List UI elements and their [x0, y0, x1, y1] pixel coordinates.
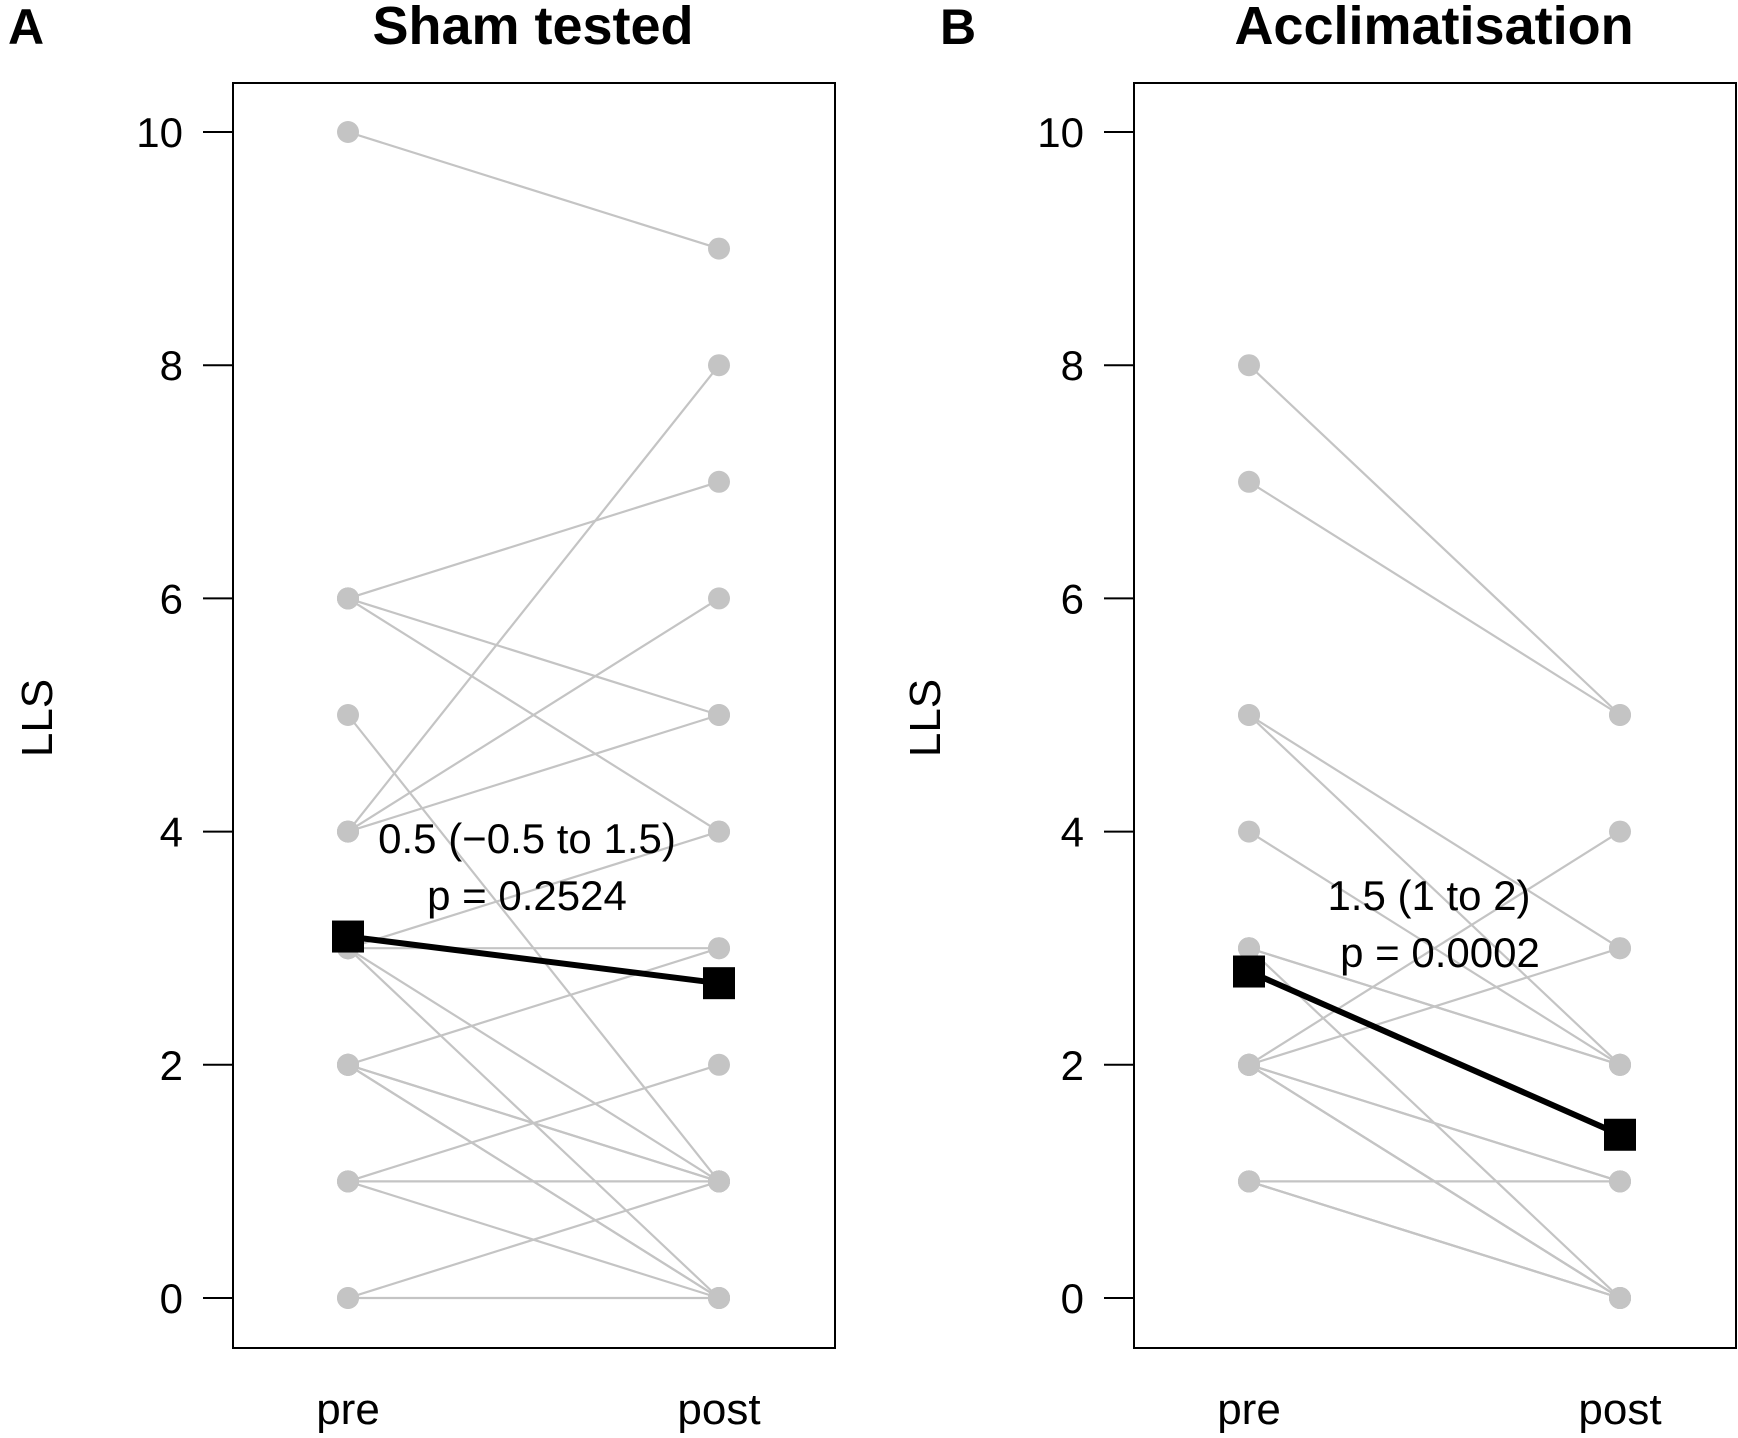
individual-point — [708, 1287, 730, 1309]
individual-point — [1238, 1170, 1260, 1193]
individual-point — [708, 704, 730, 726]
individual-point — [708, 470, 730, 493]
individual-line — [1248, 1180, 1621, 1300]
panel-b: B Acclimatisation LLS 0 2 4 6 8 10 pre post 1… — [901, 0, 1737, 1434]
individual-line — [347, 830, 720, 950]
x-tick-label-post: post — [677, 1385, 760, 1434]
y-tick-label: 2 — [1061, 1042, 1084, 1089]
effect-estimate: 1.5 (1 to 2) — [1327, 872, 1530, 919]
panel-a: A Sham tested LLS 0 2 4 6 8 10 pre post 0.5 (… — [8, 0, 836, 1434]
individual-line — [347, 364, 720, 833]
plot-frame — [232, 82, 836, 1349]
individual-point — [708, 354, 730, 377]
mean-line — [1247, 968, 1622, 1138]
individual-line — [347, 947, 720, 1066]
individual-point — [1238, 820, 1260, 843]
individual-line — [347, 597, 720, 717]
y-tick-label: 6 — [160, 575, 183, 622]
panel-letter: B — [940, 0, 976, 55]
mean-line-group — [1233, 955, 1636, 1151]
individual-point — [708, 587, 730, 610]
individual-line — [347, 713, 720, 833]
individual-lines — [1238, 354, 1631, 1309]
individual-line — [347, 1063, 720, 1183]
y-tick-label: 0 — [160, 1275, 183, 1322]
individual-line — [1248, 947, 1621, 1066]
individual-point — [1609, 1170, 1631, 1193]
y-tick-label: 0 — [1061, 1275, 1084, 1322]
mean-point — [1604, 1118, 1636, 1151]
y-tick-label: 10 — [136, 109, 183, 156]
y-axis: 0 2 4 6 8 10 — [1037, 109, 1134, 1322]
individual-point — [708, 237, 730, 260]
individual-point — [1609, 1287, 1631, 1309]
x-tick-label-pre: pre — [1217, 1385, 1281, 1434]
y-axis: 0 2 4 6 8 10 — [136, 109, 233, 1322]
individual-line — [347, 947, 720, 1183]
p-value: p = 0.2524 — [427, 872, 627, 919]
individual-point — [337, 1287, 359, 1309]
y-axis-label: LLS — [13, 679, 62, 757]
panel-letter: A — [8, 0, 44, 55]
individual-line — [347, 597, 720, 833]
individual-lines — [337, 121, 730, 1309]
individual-point — [1238, 704, 1260, 726]
individual-point — [708, 1053, 730, 1076]
chart-title: Sham tested — [372, 0, 693, 56]
individual-point — [337, 121, 359, 143]
individual-line — [1248, 714, 1621, 950]
y-tick-label: 6 — [1061, 575, 1084, 622]
mean-point — [703, 967, 735, 1000]
x-tick-label-post: post — [1578, 1385, 1661, 1434]
p-value: p = 0.0002 — [1340, 929, 1540, 976]
individual-point — [708, 937, 730, 960]
x-tick-label-pre: pre — [316, 1385, 380, 1434]
individual-line — [347, 130, 720, 250]
individual-point — [1609, 1053, 1631, 1076]
y-axis-label: LLS — [901, 679, 950, 757]
individual-point — [1238, 1053, 1260, 1076]
mean-point — [332, 920, 364, 953]
individual-line — [1248, 364, 1621, 716]
mean-line-group — [332, 920, 735, 1000]
y-tick-label: 8 — [1061, 342, 1084, 389]
individual-point — [708, 1170, 730, 1193]
individual-point — [337, 1170, 359, 1193]
individual-line — [1248, 830, 1621, 1066]
plot-frame — [1133, 82, 1737, 1349]
effect-estimate: 0.5 (−0.5 to 1.5) — [378, 815, 676, 862]
y-tick-label: 4 — [160, 809, 183, 856]
individual-point — [1609, 704, 1631, 726]
mean-line — [347, 933, 720, 987]
y-tick-label: 4 — [1061, 809, 1084, 856]
individual-line — [347, 1180, 720, 1300]
individual-line — [1248, 1063, 1621, 1183]
individual-line — [1248, 714, 1621, 1066]
chart-title: Acclimatisation — [1234, 0, 1633, 56]
mean-point — [1233, 955, 1265, 988]
individual-point — [337, 704, 359, 726]
individual-point — [337, 820, 359, 843]
individual-point — [337, 587, 359, 610]
individual-line — [1248, 480, 1621, 716]
individual-point — [1238, 354, 1260, 377]
individual-point — [708, 820, 730, 843]
y-tick-label: 2 — [160, 1042, 183, 1089]
y-tick-label: 8 — [160, 342, 183, 389]
individual-point — [1238, 470, 1260, 493]
y-tick-label: 10 — [1037, 109, 1084, 156]
individual-line — [347, 480, 720, 600]
individual-point — [1238, 937, 1260, 960]
individual-point — [1609, 937, 1631, 960]
individual-point — [1609, 820, 1631, 843]
individual-point — [337, 1053, 359, 1076]
